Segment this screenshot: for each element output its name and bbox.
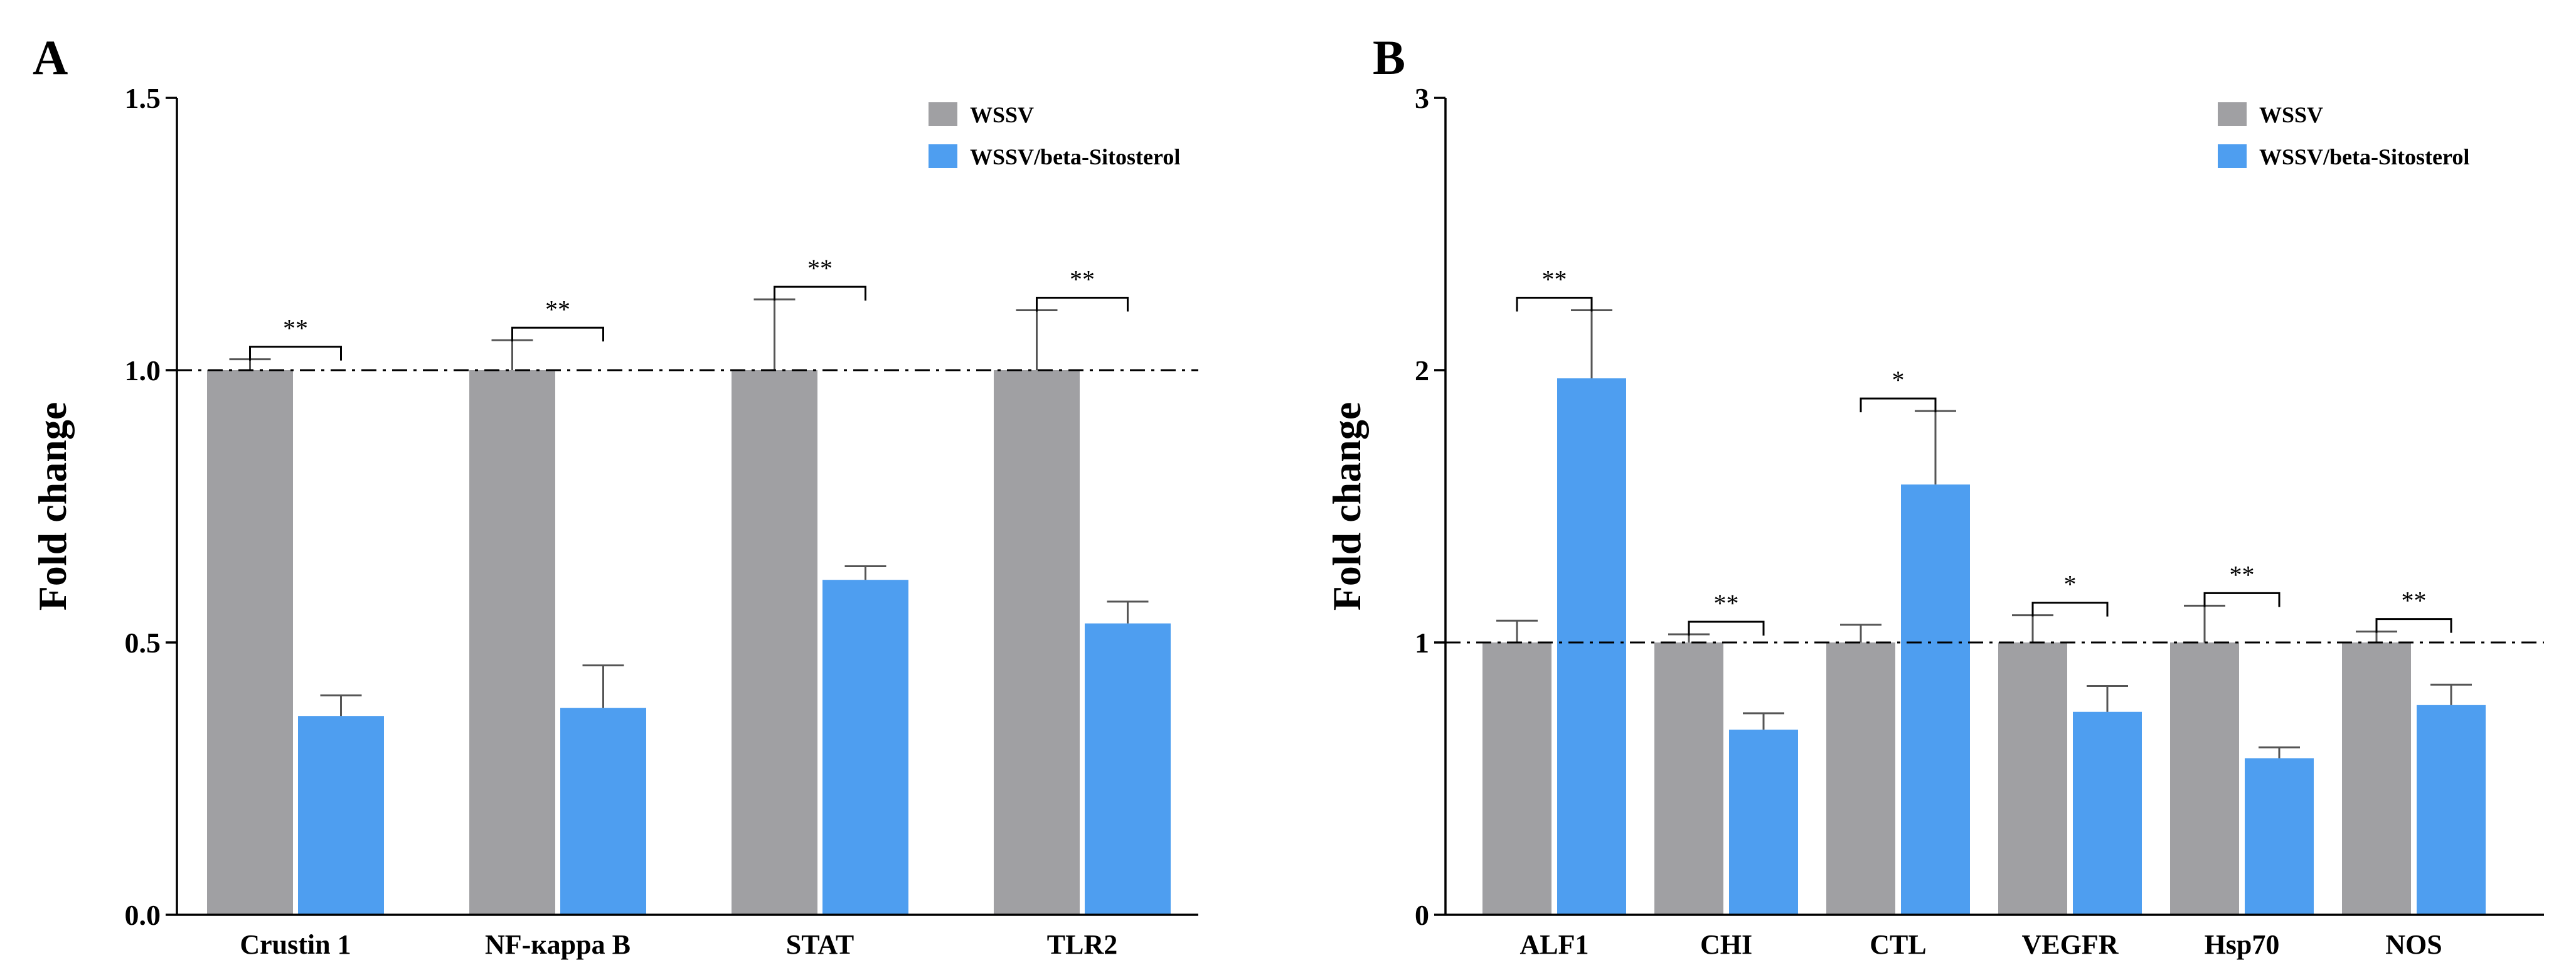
y-tick-label: 3 (1415, 82, 1429, 114)
panel-b: B 0 1 2 3 Fold change ** ALF1 ** CHI * CTL * VEGFR ** H… (1324, 30, 2544, 960)
category-label: ALF1 (1520, 929, 1589, 960)
significance-bracket (1688, 621, 1765, 636)
bar-wssv (469, 370, 555, 915)
significance-marker: ** (807, 254, 833, 282)
bar-wssv-beta-sitosterol (2073, 711, 2142, 915)
legend-swatch-wssv-beta-sitosterol (2218, 144, 2247, 168)
bar-wssv-beta-sitosterol (560, 708, 646, 915)
bar-wssv (207, 370, 293, 915)
legend-label: WSSV (2259, 102, 2323, 127)
significance-bracket (1036, 297, 1129, 312)
bar-wssv-beta-sitosterol (298, 716, 384, 915)
bar-wssv-beta-sitosterol (1729, 729, 1798, 915)
significance-marker: ** (1070, 265, 1095, 294)
legend-label: WSSV (970, 102, 1034, 127)
category-label: CTL (1870, 929, 1926, 960)
bar-wssv-beta-sitosterol (2245, 758, 2314, 915)
significance-marker: ** (545, 295, 570, 323)
category-label: NF-кappa B (485, 929, 631, 960)
y-tick-label: 1.5 (125, 82, 161, 114)
legend-swatch-wssv (929, 102, 957, 126)
panel-letter: A (33, 30, 68, 85)
significance-marker: ** (283, 314, 308, 343)
category-label: NOS (2385, 929, 2442, 960)
bar-wssv (1654, 642, 1723, 915)
legend-label: WSSV/beta-Sitosterol (970, 144, 1180, 169)
y-tick-label: 2 (1415, 354, 1429, 386)
significance-marker: * (2064, 570, 2077, 599)
significance-bracket (249, 346, 342, 361)
bar-wssv (1826, 642, 1895, 915)
category-label: STAT (786, 929, 854, 960)
bar-wssv (994, 370, 1080, 915)
bar-wssv (1482, 642, 1551, 915)
y-tick-label: 0.5 (125, 627, 161, 659)
category-label: TLR2 (1047, 929, 1117, 960)
significance-bracket (2375, 618, 2452, 633)
category-label: Hsp70 (2205, 929, 2280, 960)
y-tick-label: 0 (1415, 899, 1429, 931)
category-label: Crustin 1 (240, 929, 351, 960)
y-tick-label: 1.0 (125, 354, 161, 386)
panel-a: A 0.0 0.5 1.0 1.5 Fold change ** Crustin 1 ** NF-… (30, 30, 1198, 960)
legend-label: WSSV/beta-Sitosterol (2259, 144, 2469, 169)
category-label: CHI (1700, 929, 1752, 960)
y-tick-label: 1 (1415, 627, 1429, 659)
bar-wssv (2170, 642, 2239, 915)
bar-wssv (2342, 642, 2411, 915)
significance-marker: ** (2230, 560, 2255, 589)
bar-wssv-beta-sitosterol (1085, 623, 1171, 915)
bar-wssv-beta-sitosterol (2417, 705, 2486, 915)
significance-bracket (2203, 592, 2281, 607)
significance-marker: * (1892, 366, 1905, 394)
legend-swatch-wssv-beta-sitosterol (929, 144, 957, 168)
significance-bracket (511, 326, 604, 342)
significance-bracket (1516, 297, 1593, 312)
bar-wssv-beta-sitosterol (822, 580, 908, 915)
bar-wssv (732, 370, 817, 915)
legend-swatch-wssv (2218, 102, 2247, 126)
significance-bracket (2031, 602, 2109, 617)
significance-bracket (774, 285, 866, 301)
significance-marker: ** (1542, 265, 1567, 294)
panel-letter: B (1373, 30, 1405, 85)
category-label: VEGFR (2022, 929, 2119, 960)
y-axis-title: Fold change (1324, 402, 1369, 610)
bar-wssv-beta-sitosterol (1557, 378, 1626, 915)
significance-marker: ** (2402, 587, 2427, 615)
significance-bracket (1860, 397, 1937, 413)
y-axis-title: Fold change (30, 402, 75, 610)
bar-wssv-beta-sitosterol (1901, 484, 1970, 915)
bar-wssv (1998, 642, 2067, 915)
significance-marker: ** (1714, 589, 1739, 617)
y-tick-label: 0.0 (125, 899, 161, 931)
